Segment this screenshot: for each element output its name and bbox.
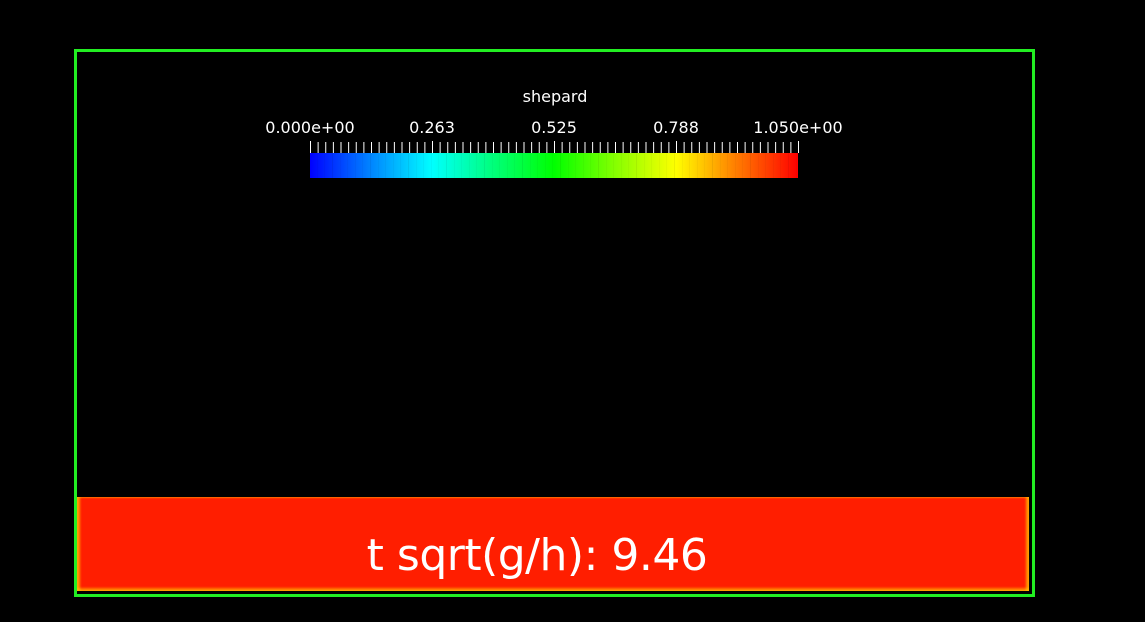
- fluid-region: [77, 497, 1029, 591]
- colorbar-tick-label: 0.263: [409, 118, 455, 137]
- colorbar-bands: [310, 153, 798, 178]
- colorbar-tick-label: 0.525: [531, 118, 577, 137]
- colorbar-title: shepard: [522, 87, 588, 106]
- colorbar-ticks: [310, 141, 799, 153]
- time-annotation: t sqrt(g/h): 9.46: [366, 530, 708, 581]
- colorbar-gradient: [310, 153, 798, 178]
- domain-outline: [74, 49, 1035, 597]
- colorbar-tick-label: 1.050e+00: [753, 118, 843, 137]
- colorbar-tick-label: 0.788: [653, 118, 699, 137]
- colorbar-tick-label: 0.000e+00: [265, 118, 355, 137]
